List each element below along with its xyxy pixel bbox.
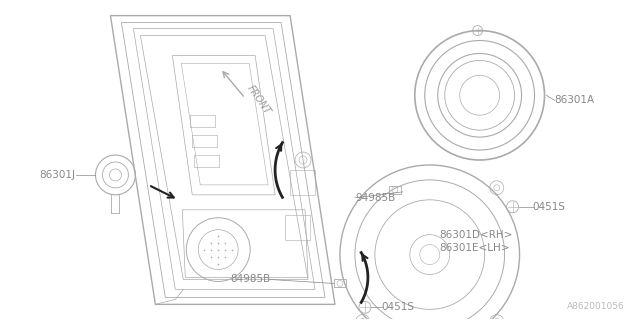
Text: 86301J: 86301J bbox=[40, 170, 76, 180]
Text: 86301D<RH>: 86301D<RH> bbox=[440, 230, 513, 240]
Bar bbox=[334, 279, 346, 287]
Text: 84985B: 84985B bbox=[230, 275, 270, 284]
Text: A862001056: A862001056 bbox=[566, 302, 625, 311]
Text: 0451S: 0451S bbox=[532, 202, 566, 212]
Text: FRONT: FRONT bbox=[245, 84, 273, 117]
Text: 86301A: 86301A bbox=[554, 95, 595, 105]
Bar bbox=[389, 186, 401, 194]
Text: 94985B: 94985B bbox=[355, 193, 395, 203]
Text: 0451S: 0451S bbox=[382, 302, 415, 312]
Text: 86301E<LH>: 86301E<LH> bbox=[440, 243, 510, 252]
